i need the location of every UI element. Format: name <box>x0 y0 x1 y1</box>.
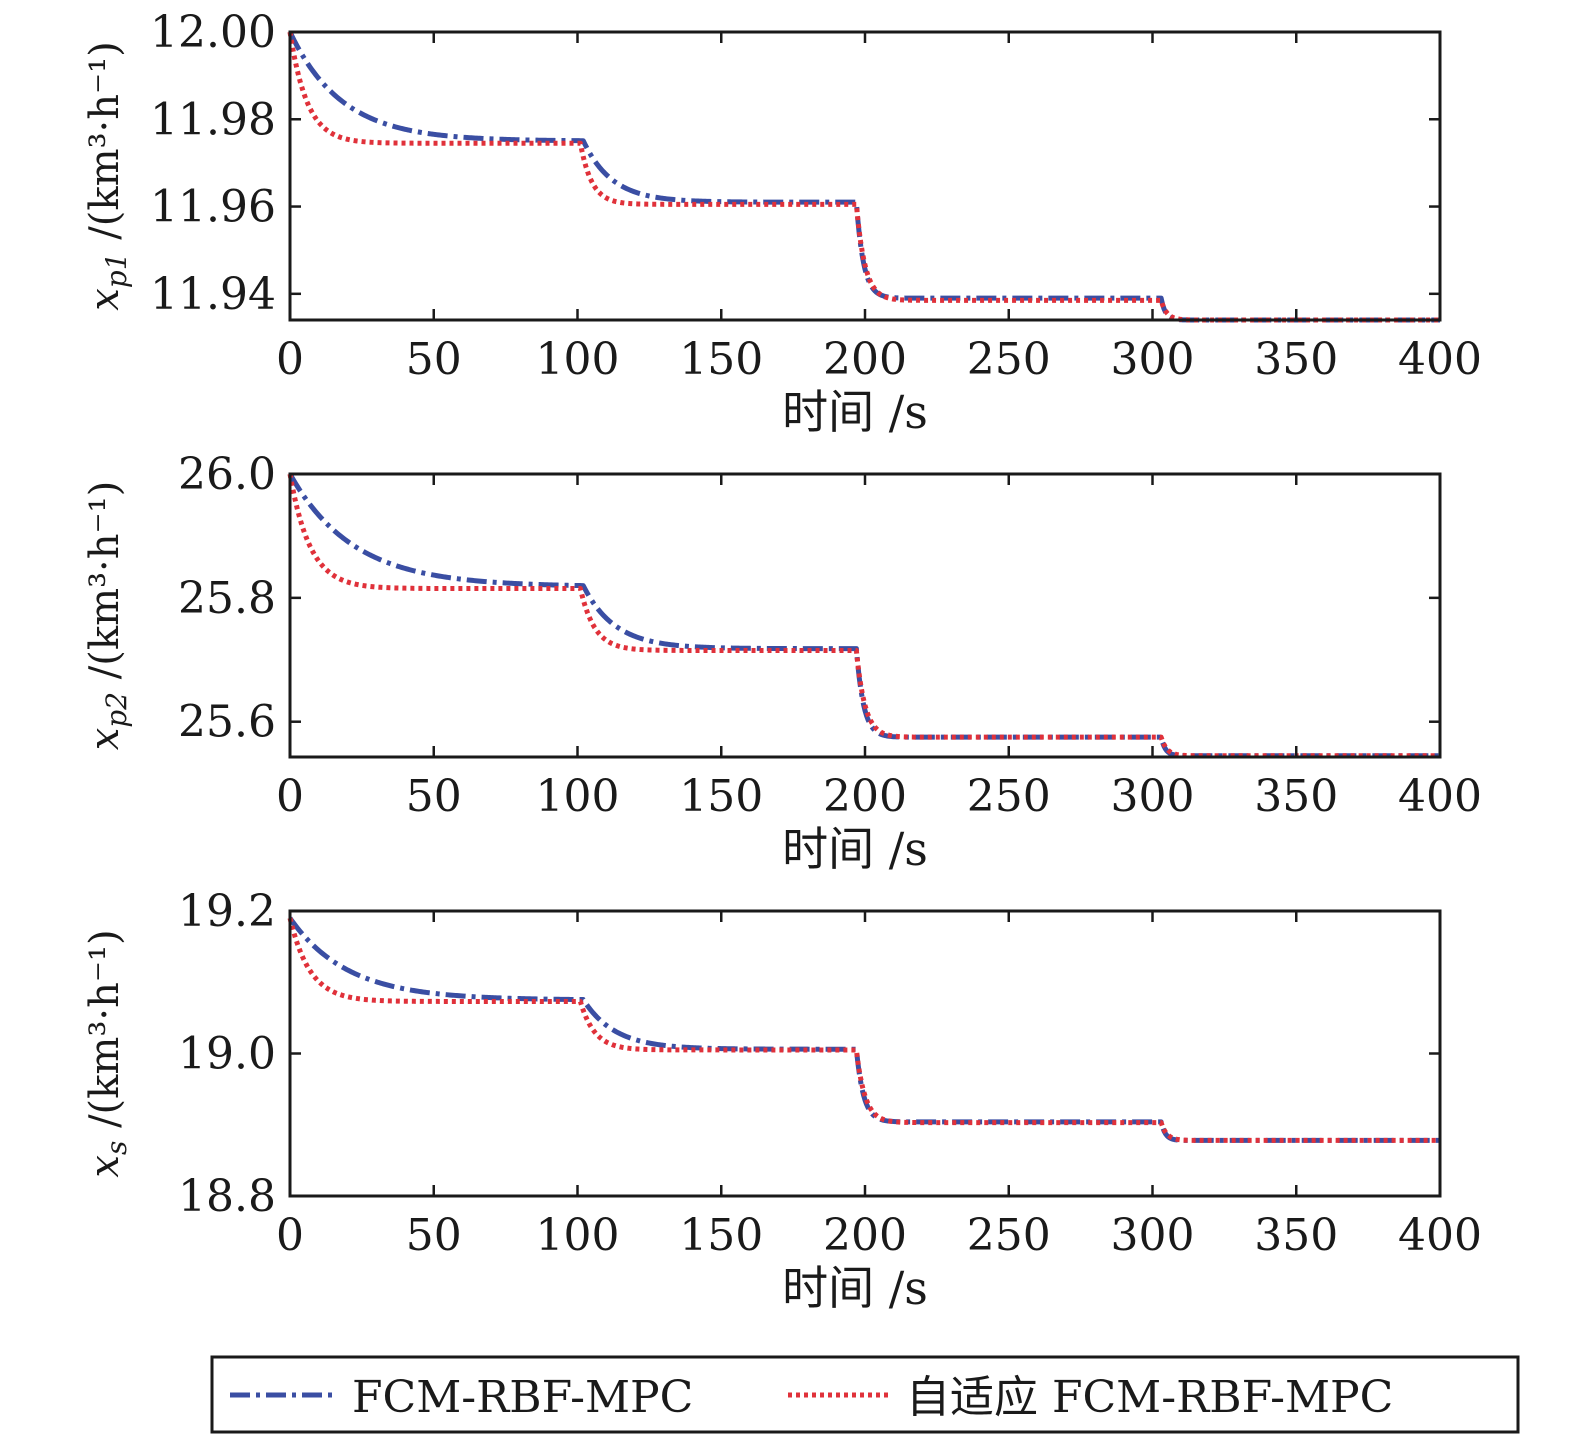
x-tick-label: 200 <box>823 771 907 822</box>
x-tick-label: 150 <box>679 771 763 822</box>
x-tick-label: 300 <box>1111 334 1195 385</box>
series-line-adaptive-fcm-rbf-mpc <box>287 31 1442 323</box>
legend: FCM-RBF-MPC 自适应 FCM-RBF-MPC <box>210 1355 1520 1434</box>
y-tick-label: 18.8 <box>178 1171 276 1222</box>
x-tick-label: 350 <box>1254 1210 1338 1261</box>
y-tick-label: 25.8 <box>178 573 276 624</box>
y-tick-label: 11.98 <box>150 94 276 145</box>
y-tick-label: 25.6 <box>178 697 276 748</box>
y-axis-title: xs /(km³·h⁻¹) <box>82 929 133 1177</box>
x-tick-label: 250 <box>967 771 1051 822</box>
y-axis-title: xp2 /(km³·h⁻¹) <box>82 481 133 751</box>
y-axis-title: xp1 /(km³·h⁻¹) <box>82 41 133 311</box>
series-line-adaptive-fcm-rbf-mpc <box>287 473 1442 759</box>
x-axis-title: 时间 /s <box>782 385 928 439</box>
x-tick-label: 400 <box>1398 334 1482 385</box>
x-tick-label: 350 <box>1254 771 1338 822</box>
x-tick-label: 0 <box>276 1210 304 1261</box>
legend-box <box>210 1355 1520 1434</box>
chart-panel-3: 0 50 100 150 200 250 300 350 400 18.8 19.0 19.2 时间 /… <box>82 886 1482 1315</box>
y-tick-label: 11.96 <box>150 182 276 233</box>
series-line-fcm-rbf-mpc <box>287 916 1442 1143</box>
x-tick-label: 100 <box>536 771 620 822</box>
chart-panels: 0 50 100 150 200 250 300 350 400 11.94 11.96 11.98 1… <box>82 7 1482 1315</box>
x-tick-label: 50 <box>406 771 462 822</box>
x-tick-label: 300 <box>1111 771 1195 822</box>
legend-label-fcm-rbf-mpc: FCM-RBF-MPC <box>352 1372 693 1423</box>
x-tick-label: 200 <box>823 1210 907 1261</box>
x-axis-title: 时间 /s <box>782 822 928 876</box>
x-axis-title: 时间 /s <box>782 1261 928 1315</box>
series-line-fcm-rbf-mpc <box>287 30 1442 323</box>
x-tick-label: 150 <box>679 1210 763 1261</box>
x-tick-label: 350 <box>1254 334 1338 385</box>
chart-panel-2: 0 50 100 150 200 250 300 350 400 25.6 25.8 26.0 时间 /… <box>82 449 1482 876</box>
y-tick-label: 12.00 <box>150 7 276 58</box>
chart-panel-1: 0 50 100 150 200 250 300 350 400 11.94 11.96 11.98 1… <box>82 7 1482 439</box>
y-tick-label: 19.0 <box>178 1029 276 1080</box>
x-tick-label: 0 <box>276 771 304 822</box>
x-tick-label: 250 <box>967 334 1051 385</box>
x-tick-label: 300 <box>1111 1210 1195 1261</box>
x-tick-label: 100 <box>536 334 620 385</box>
plot-frame <box>288 30 1442 322</box>
x-tick-label: 250 <box>967 1210 1051 1261</box>
x-tick-label: 400 <box>1398 1210 1482 1261</box>
x-tick-label: 100 <box>536 1210 620 1261</box>
x-tick-label: 0 <box>276 334 304 385</box>
plot-frame <box>288 909 1442 1198</box>
x-tick-label: 50 <box>406 334 462 385</box>
y-tick-label: 19.2 <box>178 886 276 937</box>
y-tick-label: 26.0 <box>178 449 276 500</box>
x-tick-label: 200 <box>823 334 907 385</box>
series-line-adaptive-fcm-rbf-mpc <box>287 917 1442 1143</box>
x-tick-label: 50 <box>406 1210 462 1261</box>
y-tick-label: 11.94 <box>150 269 276 320</box>
x-tick-label: 400 <box>1398 771 1482 822</box>
legend-label-adaptive-fcm-rbf-mpc: 自适应 FCM-RBF-MPC <box>906 1372 1393 1423</box>
x-tick-label: 150 <box>679 334 763 385</box>
